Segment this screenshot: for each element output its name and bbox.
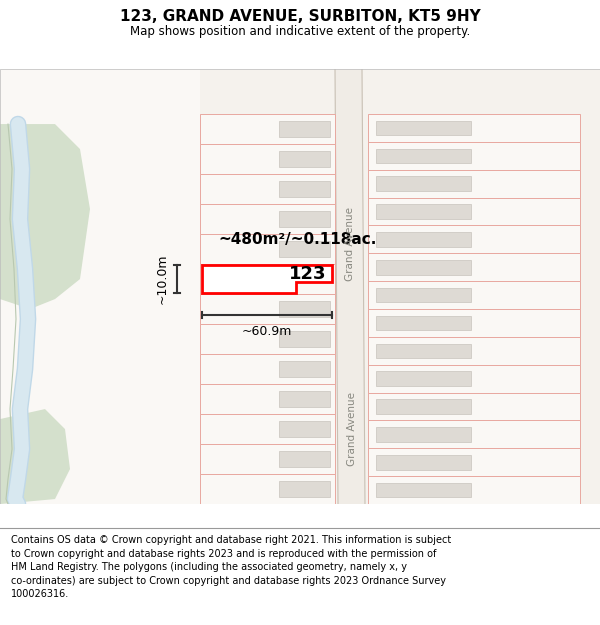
Bar <box>368 198 580 226</box>
Bar <box>376 371 472 386</box>
Text: Map shows position and indicative extent of the property.: Map shows position and indicative extent… <box>130 25 470 38</box>
Bar <box>200 234 335 264</box>
Bar <box>376 288 472 302</box>
Bar <box>278 301 330 317</box>
Bar <box>368 337 580 365</box>
Bar <box>376 176 472 191</box>
Bar <box>200 384 335 414</box>
Bar <box>376 344 472 358</box>
Bar <box>278 211 330 227</box>
Bar <box>278 451 330 467</box>
Text: ~60.9m: ~60.9m <box>242 325 292 338</box>
Bar <box>368 309 580 337</box>
Bar <box>200 204 335 234</box>
Bar <box>200 324 335 354</box>
Bar <box>278 331 330 347</box>
Bar <box>368 142 580 170</box>
Bar <box>200 174 335 204</box>
Bar <box>376 455 472 469</box>
Bar <box>200 264 335 294</box>
Text: ~10.0m: ~10.0m <box>156 254 169 304</box>
Bar <box>278 391 330 407</box>
Bar <box>278 421 330 437</box>
Bar <box>200 114 335 144</box>
Bar <box>200 294 335 324</box>
Bar <box>368 365 580 392</box>
Bar <box>368 170 580 198</box>
Bar <box>376 232 472 247</box>
Text: Grand Avenue: Grand Avenue <box>347 392 357 466</box>
Bar <box>200 474 335 504</box>
Text: Grand Avenue: Grand Avenue <box>345 207 355 281</box>
Bar <box>0 69 200 504</box>
Bar <box>278 241 330 257</box>
Polygon shape <box>0 124 90 309</box>
Text: ~480m²/~0.118ac.: ~480m²/~0.118ac. <box>218 232 376 247</box>
Bar <box>200 414 335 444</box>
Bar <box>278 361 330 377</box>
Bar <box>278 481 330 497</box>
Bar <box>200 444 335 474</box>
Bar <box>278 121 330 137</box>
Bar <box>368 421 580 448</box>
Bar <box>376 121 472 135</box>
Text: 123: 123 <box>289 265 326 282</box>
Polygon shape <box>202 265 332 293</box>
Bar <box>368 392 580 421</box>
Bar <box>368 114 580 142</box>
Bar <box>376 149 472 163</box>
Polygon shape <box>335 69 365 504</box>
Bar <box>376 260 472 274</box>
Bar <box>376 316 472 330</box>
Bar <box>376 204 472 219</box>
Text: Contains OS data © Crown copyright and database right 2021. This information is : Contains OS data © Crown copyright and d… <box>11 535 451 599</box>
Bar <box>376 483 472 498</box>
Bar <box>368 448 580 476</box>
Bar <box>376 399 472 414</box>
Bar <box>368 226 580 253</box>
Bar <box>368 253 580 281</box>
Text: 123, GRAND AVENUE, SURBITON, KT5 9HY: 123, GRAND AVENUE, SURBITON, KT5 9HY <box>119 9 481 24</box>
Bar <box>376 427 472 442</box>
Polygon shape <box>0 409 70 504</box>
Bar <box>278 181 330 197</box>
Bar <box>368 281 580 309</box>
Bar <box>200 144 335 174</box>
Bar <box>278 151 330 167</box>
Bar <box>368 476 580 504</box>
Bar <box>200 354 335 384</box>
